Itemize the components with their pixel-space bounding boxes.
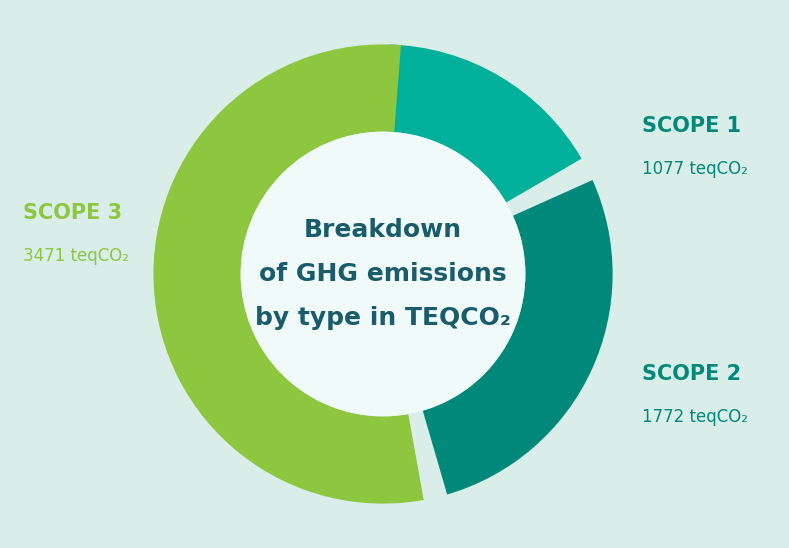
Text: SCOPE 2: SCOPE 2 xyxy=(642,364,742,384)
Text: SCOPE 1: SCOPE 1 xyxy=(642,116,742,136)
Text: 1772 teqCO₂: 1772 teqCO₂ xyxy=(642,408,749,426)
Text: 3471 teqCO₂: 3471 teqCO₂ xyxy=(23,247,129,265)
Wedge shape xyxy=(387,44,581,203)
Text: SCOPE 3: SCOPE 3 xyxy=(23,203,122,224)
Text: Breakdown: Breakdown xyxy=(304,218,462,242)
Text: 1077 teqCO₂: 1077 teqCO₂ xyxy=(642,159,748,178)
Wedge shape xyxy=(153,44,424,504)
Circle shape xyxy=(241,132,525,416)
Text: by type in TEQCO₂: by type in TEQCO₂ xyxy=(255,306,511,330)
Text: of GHG emissions: of GHG emissions xyxy=(260,262,507,286)
Wedge shape xyxy=(423,180,612,494)
